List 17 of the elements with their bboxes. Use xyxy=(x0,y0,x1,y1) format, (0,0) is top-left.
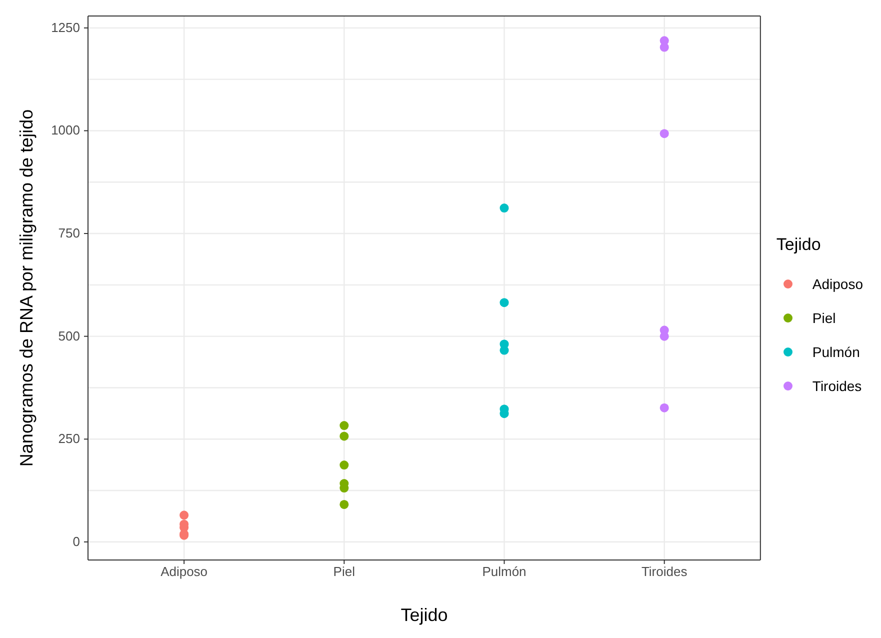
legend-label: Adiposo xyxy=(812,276,863,292)
x-tick-label: Pulmón xyxy=(482,564,526,579)
y-tick-label: 0 xyxy=(72,534,80,549)
y-tick-label: 250 xyxy=(58,431,80,446)
y-tick-label: 750 xyxy=(58,226,80,241)
y-tick-label: 1250 xyxy=(51,20,80,35)
y-axis-title: Nanogramos de RNA por miligramo de tejido xyxy=(16,109,36,467)
x-tick-label: Piel xyxy=(333,564,356,579)
y-tick-label: 500 xyxy=(58,328,80,344)
x-tick-label: Adiposo xyxy=(160,564,208,579)
legend-title: Tejido xyxy=(776,235,822,255)
legend-label: Pulmón xyxy=(812,344,860,360)
x-axis-title: Tejido xyxy=(400,604,448,625)
x-tick-label: Tiroides xyxy=(641,564,688,579)
legend-label: Piel xyxy=(812,310,836,326)
y-tick-label: 1000 xyxy=(51,122,80,138)
legend-label: Tiroides xyxy=(812,378,862,394)
